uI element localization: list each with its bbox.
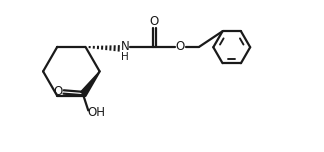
Polygon shape <box>81 71 99 95</box>
Text: O: O <box>53 85 62 98</box>
Text: OH: OH <box>88 106 106 119</box>
Text: O: O <box>150 15 159 28</box>
Text: H: H <box>121 52 129 62</box>
Text: O: O <box>176 40 185 53</box>
Text: N: N <box>121 40 130 53</box>
